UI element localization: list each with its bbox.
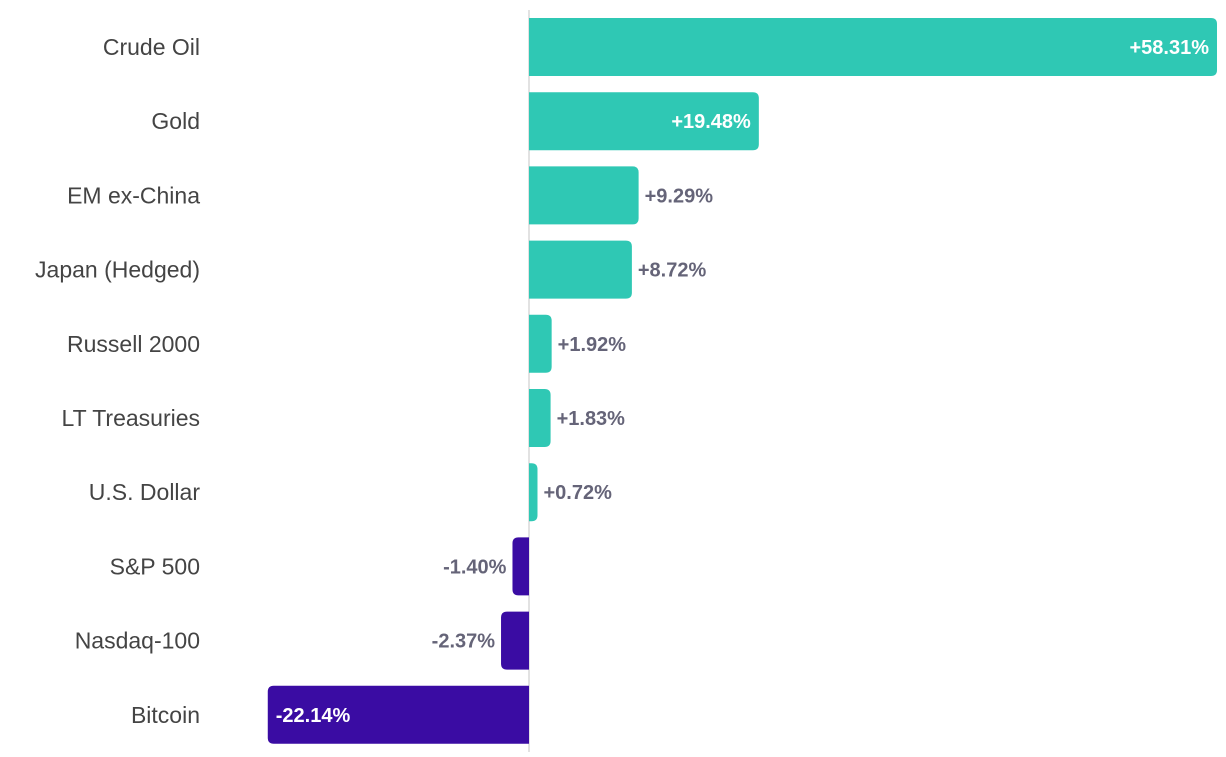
category-label: Bitcoin [131,702,200,728]
value-label: -1.40% [443,556,507,578]
category-label: Gold [151,108,200,134]
value-label: -22.14% [276,705,351,727]
bar [529,166,639,225]
bar [529,18,1217,76]
bar [267,685,529,744]
value-label: +9.29% [645,185,714,207]
value-label: +8.72% [638,260,707,282]
bar [529,314,552,373]
value-label: +1.83% [557,408,626,430]
bar [529,389,551,447]
value-label: +1.92% [558,334,627,356]
category-label: Japan (Hedged) [35,257,200,283]
category-label: Crude Oil [103,34,200,60]
category-label: U.S. Dollar [89,479,201,505]
bar [529,463,538,522]
value-label: +0.72% [543,482,612,504]
bar [501,611,529,670]
value-label: -2.37% [432,631,496,653]
value-label: +58.31% [1129,37,1209,59]
category-label: LT Treasuries [62,405,200,431]
category-label: Nasdaq-100 [75,628,200,654]
category-label: Russell 2000 [67,331,200,357]
value-label: +19.48% [671,111,751,133]
category-label: EM ex-China [67,182,200,208]
category-label: S&P 500 [110,553,200,579]
bar [512,537,529,596]
bar [529,240,632,299]
bar [529,92,759,151]
